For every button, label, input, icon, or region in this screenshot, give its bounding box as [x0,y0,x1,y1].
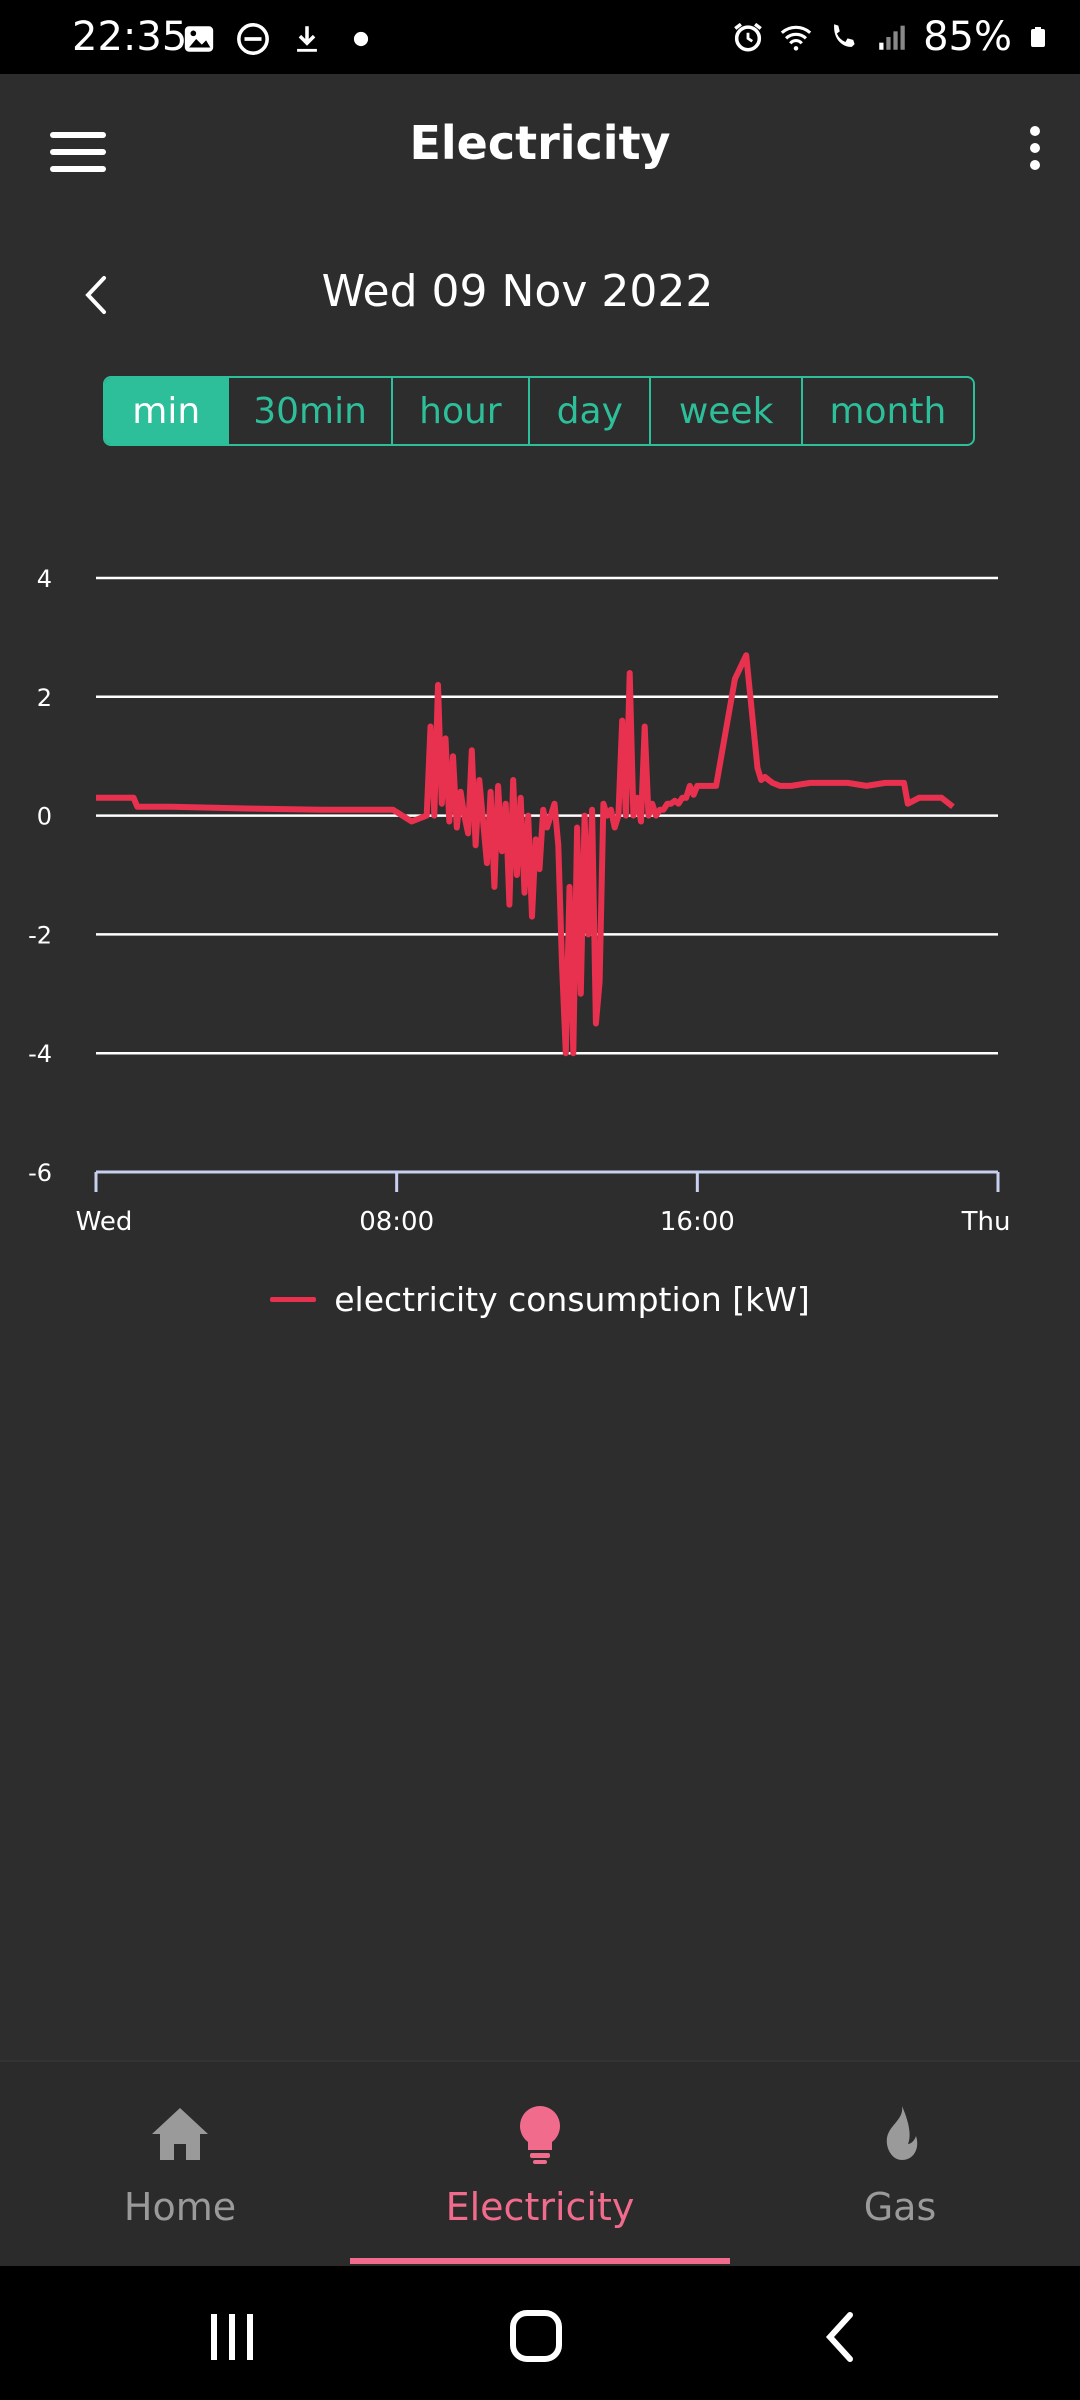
dot-icon [353,31,369,47]
legend-label: electricity consumption [kW] [334,1280,810,1319]
nav-electricity[interactable]: Electricity [360,2102,720,2229]
nav-electricity-label: Electricity [445,2185,635,2229]
segment-week[interactable]: week [651,378,803,444]
more-options-icon[interactable] [1020,126,1050,176]
menu-icon[interactable] [50,132,106,172]
nav-home[interactable]: Home [0,2102,360,2229]
segment-hour[interactable]: hour [393,378,531,444]
back-icon[interactable] [820,2310,860,2364]
wifi-call-icon [834,24,855,47]
system-navigation-bar [0,2266,1080,2400]
nav-gas[interactable]: Gas [720,2102,1080,2229]
active-tab-indicator [350,2258,730,2264]
series-line [96,652,955,1057]
date-label: Wed 09 Nov 2022 [321,266,714,317]
status-time: 22:35 [72,14,188,60]
segment-day[interactable]: day [530,378,652,444]
y-tick-label: 4 [37,565,52,593]
chart-legend: electricity consumption [kW] [0,1280,1080,1319]
nav-gas-label: Gas [863,2185,937,2229]
x-tick-label: 16:00 [660,1207,735,1237]
x-tick-label: Thu [961,1207,1011,1237]
nav-home-label: Home [123,2185,237,2229]
bottom-navigation: Home Electricity Gas [0,2060,1080,2267]
y-tick-label: 0 [37,803,52,831]
page-title: Electricity [409,116,671,170]
app-bar: Electricity [0,74,1080,226]
wifi-icon [780,25,812,51]
x-tick-label: Wed [76,1207,133,1237]
home-icon [152,2108,208,2160]
legend-swatch [270,1297,317,1302]
flame-icon [886,2106,918,2160]
dnd-icon [237,23,269,55]
x-tick-label: 08:00 [359,1207,434,1237]
segment-min[interactable]: min [105,378,230,444]
alarm-icon [734,22,762,52]
recent-apps-icon[interactable] [205,2312,261,2362]
resolution-selector: min 30min hour day week month [103,376,975,446]
signal-icon [879,25,905,50]
y-tick-label: 2 [37,684,52,712]
segment-month[interactable]: month [829,390,947,432]
status-bar: 22:35 85% [0,0,1080,74]
home-button-icon[interactable] [508,2308,564,2364]
image-icon [184,26,214,52]
battery-percent: 85% [923,14,1012,60]
y-tick-label: -2 [28,921,52,949]
bulb-icon [520,2106,560,2164]
battery-icon [1031,27,1045,47]
download-icon [297,26,317,52]
y-tick-label: -4 [28,1040,52,1068]
consumption-chart: 4 2 0 -2 -4 -6 Wed 08:00 16:00 Thu [28,565,1011,1237]
y-tick-label: -6 [28,1159,52,1187]
previous-date-icon[interactable] [76,270,116,320]
segment-30min[interactable]: 30min [229,378,393,444]
